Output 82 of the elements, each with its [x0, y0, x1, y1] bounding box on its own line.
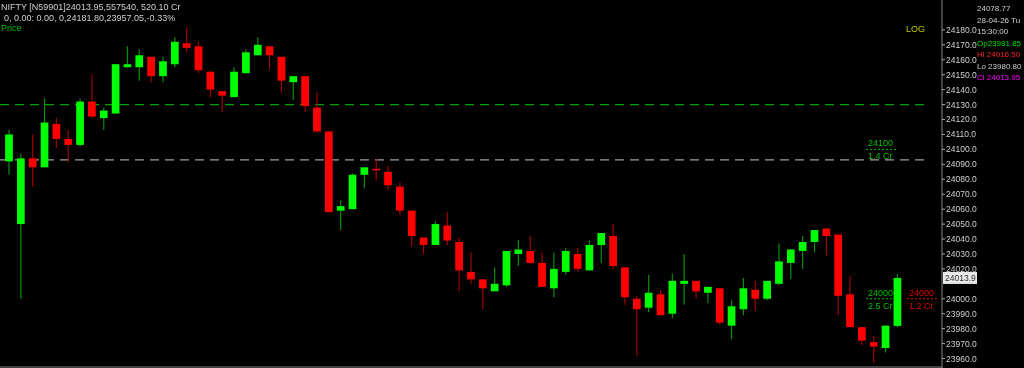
candlestick: [265, 45, 274, 70]
ref-line-label: 24000 2.5 Cr: [868, 287, 894, 311]
candlestick: [147, 56, 155, 83]
y-tick-label: 24100.0: [946, 144, 977, 155]
candlestick: [360, 166, 369, 189]
candlestick: [478, 278, 487, 310]
y-tick-label: 23960.0: [946, 353, 977, 364]
candlestick: [313, 92, 321, 134]
candlestick: [194, 41, 203, 74]
y-tick-label: 24060.0: [946, 204, 977, 215]
candlestick: [170, 36, 179, 68]
y-tick-label: 24090.0: [946, 159, 977, 170]
candlestick: [822, 227, 831, 257]
y-tick-label: 24080.0: [946, 174, 977, 185]
y-tick-label: 24050.0: [946, 219, 977, 230]
candlestick: [704, 286, 712, 304]
candlestick: [597, 232, 606, 264]
candlestick: [786, 248, 795, 280]
text: Cl 24013.95: [977, 73, 1021, 82]
candlestick: [384, 165, 392, 191]
candlestick: [632, 295, 641, 357]
y-tick-label: 24130.0: [946, 99, 977, 110]
candlestick: [159, 56, 167, 83]
y-tick-label: 24070.0: [946, 189, 977, 200]
candlestick: [798, 235, 807, 270]
candlestick: [218, 90, 227, 113]
candlestick: [561, 247, 570, 276]
candlestick: [206, 71, 215, 98]
candlestick: [644, 274, 653, 313]
text: Lo 23980.80: [977, 61, 1023, 71]
candlestick: [443, 211, 452, 246]
candlestick: [526, 235, 535, 266]
candlestick: [289, 75, 298, 101]
y-tick-label: 24140.0: [946, 84, 977, 95]
candlestick: [396, 181, 404, 216]
candlestick: [135, 48, 144, 82]
text: Hi 24016.50: [977, 50, 1021, 59]
candlestick: [88, 74, 96, 119]
chart-title: NIFTY [N59901]24013.95,557540, 520.10 Cr: [1, 2, 181, 12]
candlestick: [573, 247, 582, 273]
candlestick: [869, 335, 878, 364]
text: 15:30:00: [977, 27, 1009, 36]
candlestick: [514, 239, 523, 267]
y-tick-label: 24040.0: [946, 234, 977, 244]
y-tick-label: 23980.0: [946, 323, 977, 334]
candlestick: [467, 251, 475, 285]
candlestick: [751, 280, 760, 312]
y-axis-title: Price: [1, 23, 22, 33]
y-tick-label: 24180.0: [946, 24, 977, 35]
candlestick: [28, 133, 37, 188]
text: 28-04-26 Tu: [977, 15, 1021, 25]
text: 24078.77: [977, 4, 1011, 13]
candlestick: [277, 56, 286, 94]
y-tick-label: 24150.0: [946, 69, 977, 80]
y-tick-label: 24170.0: [946, 39, 977, 50]
candlestick: [810, 229, 819, 254]
candlestick: [739, 277, 748, 316]
candlestick: [550, 251, 558, 298]
ref-line-label: 24100 1.4 Cr: [868, 138, 894, 162]
ref-line-label: 24000 1.2 Cr: [909, 287, 935, 311]
y-tick-label: 24120.0: [946, 114, 977, 125]
candlestick: [775, 242, 783, 286]
candlestick: [64, 129, 73, 164]
text: Op23981.85: [977, 38, 1022, 48]
text: 0, 0.00: 0.00, 0,24181.80,23957.05,-0.33%: [4, 13, 176, 23]
text: 24013.9: [945, 272, 976, 283]
y-tick-label: 23970.0: [946, 338, 977, 349]
candlestick: [336, 199, 345, 231]
candlestick: [538, 251, 546, 288]
text: LOG: [905, 24, 925, 34]
y-tick-label: 24110.0: [946, 129, 977, 140]
candlestick: [99, 106, 108, 131]
y-tick-label: 23990.0: [946, 308, 977, 319]
candlestick: [52, 117, 61, 149]
y-tick-label: 24160.0: [946, 54, 977, 65]
candlestick: [680, 253, 689, 306]
y-tick-label: 24000.0: [946, 293, 977, 304]
y-tick-label: 24020.0: [946, 263, 977, 274]
y-tick-label: 24030.0: [946, 248, 977, 259]
candlestick: [182, 26, 191, 53]
candlestick: [727, 299, 736, 340]
candlestick: [656, 289, 665, 316]
